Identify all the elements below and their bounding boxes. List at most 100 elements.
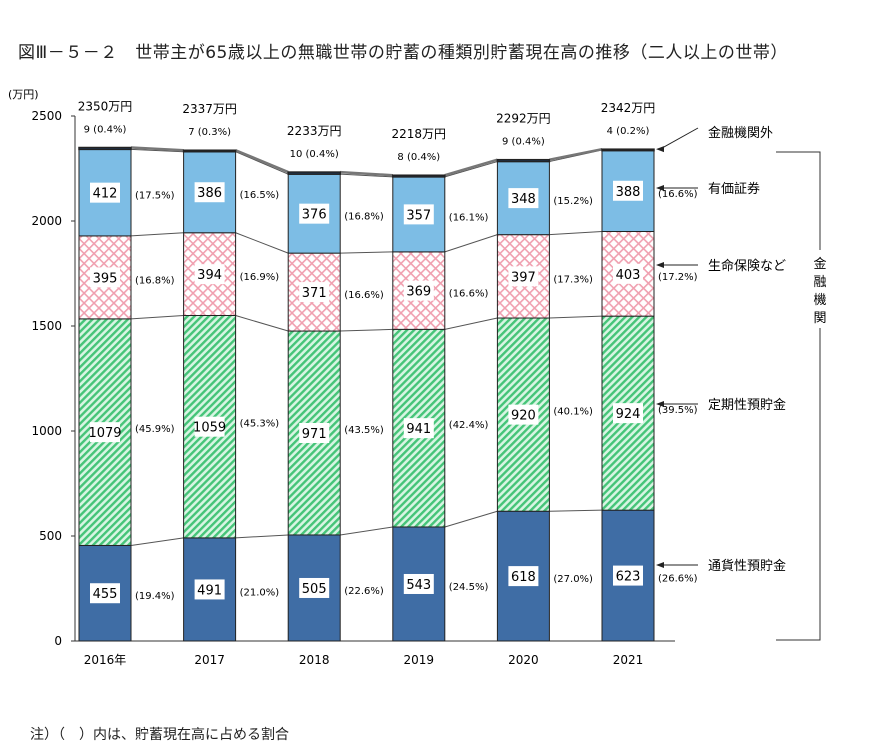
arrowhead-icon	[656, 401, 664, 407]
x-tick-label: 2020	[508, 653, 539, 667]
value-label: 491	[197, 583, 222, 598]
percent-label: (39.5%)	[658, 405, 698, 416]
bracket-label-char: 関	[813, 311, 826, 326]
value-label-box	[194, 416, 225, 437]
connector-line	[130, 537, 184, 546]
x-tick-label: 2017	[194, 653, 225, 667]
total-label: 2342万円	[601, 101, 656, 115]
value-label-box	[90, 182, 120, 203]
percent-label: (16.1%)	[449, 212, 489, 223]
connector-line	[549, 315, 603, 319]
percent-label: (45.9%)	[135, 424, 175, 435]
x-tick-label: 2018	[299, 653, 330, 667]
x-tick-label: 2016年	[84, 653, 127, 667]
series-annotation-label: 通貨性預貯金	[708, 558, 786, 574]
y-tick-label: 2500	[31, 109, 62, 123]
outside-institutions-label: 4 (0.2%)	[607, 126, 650, 137]
connector-line	[444, 234, 498, 253]
outside-institutions-label: 8 (0.4%)	[397, 152, 440, 163]
value-label-box	[194, 579, 225, 600]
percent-label: (15.2%)	[553, 196, 593, 207]
value-label-box	[299, 577, 330, 598]
value-label-box	[613, 565, 643, 586]
outside-institutions-label: 9 (0.4%)	[84, 125, 127, 136]
value-label-box	[508, 566, 539, 587]
percent-label: (16.6%)	[449, 289, 489, 300]
outside-institutions-label: 7 (0.3%)	[188, 127, 231, 138]
total-label: 2350万円	[78, 100, 133, 114]
percent-label: (17.2%)	[658, 272, 698, 283]
value-label-box	[90, 267, 120, 288]
y-tick-label: 1000	[31, 424, 62, 438]
x-tick-label: 2021	[613, 653, 644, 667]
chart-title: 図Ⅲ－５－２ 世帯主が65歳以上の無職世帯の貯蓄の種類別貯蓄現在高の推移（二人以…	[18, 43, 788, 63]
percent-label: (16.6%)	[658, 189, 698, 200]
percent-label: (24.5%)	[449, 582, 489, 593]
connector-line	[549, 509, 603, 512]
value-label-box	[299, 422, 330, 443]
arrowhead-icon	[656, 185, 664, 191]
value-label: 348	[511, 192, 536, 207]
value-label: 394	[197, 268, 222, 283]
value-label-box	[194, 264, 225, 285]
value-label-box	[403, 204, 434, 225]
value-label: 1079	[88, 426, 121, 441]
connector-line	[444, 158, 498, 177]
percent-label: (22.6%)	[344, 586, 384, 597]
total-label: 2218万円	[392, 127, 447, 141]
value-label: 543	[406, 578, 431, 593]
value-label-box	[508, 404, 539, 425]
value-label-box	[90, 422, 120, 443]
value-label: 618	[511, 570, 536, 585]
value-label-box	[90, 583, 120, 604]
value-label: 357	[406, 208, 431, 223]
bar-segment	[287, 171, 341, 175]
percent-label: (17.3%)	[553, 274, 593, 285]
value-label-box	[403, 418, 434, 439]
connector-line	[549, 147, 603, 161]
percent-label: (16.6%)	[344, 290, 384, 301]
series-annotation-label: 定期性預貯金	[708, 397, 786, 413]
percent-label: (16.8%)	[344, 212, 384, 223]
series-annotation-label: 有価証券	[708, 181, 760, 197]
connector-line	[130, 146, 184, 152]
percent-label: (27.0%)	[553, 574, 593, 585]
bar-segment	[496, 158, 551, 163]
value-label: 623	[616, 570, 641, 585]
connector-line	[549, 231, 603, 236]
series-annotation-label: 金融機関外	[708, 125, 773, 141]
y-tick-label: 1500	[31, 319, 62, 333]
value-label-box	[613, 263, 643, 284]
bar-segment	[392, 328, 446, 528]
value-label: 505	[302, 582, 327, 597]
connector-line	[340, 251, 393, 254]
value-label-box	[299, 203, 330, 224]
arrowhead-icon	[656, 262, 664, 268]
percent-label: (26.6%)	[658, 574, 698, 585]
connector-line	[235, 315, 289, 332]
value-label: 924	[616, 407, 641, 422]
value-label: 920	[511, 409, 536, 424]
value-label-box	[508, 188, 539, 209]
bar-segment	[392, 174, 446, 178]
percent-label: (16.5%)	[240, 190, 280, 201]
value-label: 395	[93, 271, 118, 286]
percent-label: (17.5%)	[135, 191, 175, 202]
value-label: 388	[616, 185, 641, 200]
value-label-box	[508, 266, 539, 287]
percent-label: (19.4%)	[135, 591, 175, 602]
bar-segment	[601, 148, 655, 152]
footnote: 注）（ ）内は、貯蓄現在高に占める割合	[30, 727, 289, 743]
connector-line	[444, 510, 498, 528]
value-label: 941	[406, 422, 431, 437]
y-tick-label: 2000	[31, 214, 62, 228]
percent-label: (16.8%)	[135, 275, 175, 286]
percent-label: (16.9%)	[240, 272, 280, 283]
total-label: 2292万円	[496, 112, 551, 126]
outside-institutions-label: 9 (0.4%)	[502, 137, 545, 148]
value-label: 397	[511, 270, 536, 285]
value-label: 412	[93, 187, 118, 202]
value-label: 371	[302, 286, 327, 301]
arrowhead-icon	[656, 146, 664, 153]
